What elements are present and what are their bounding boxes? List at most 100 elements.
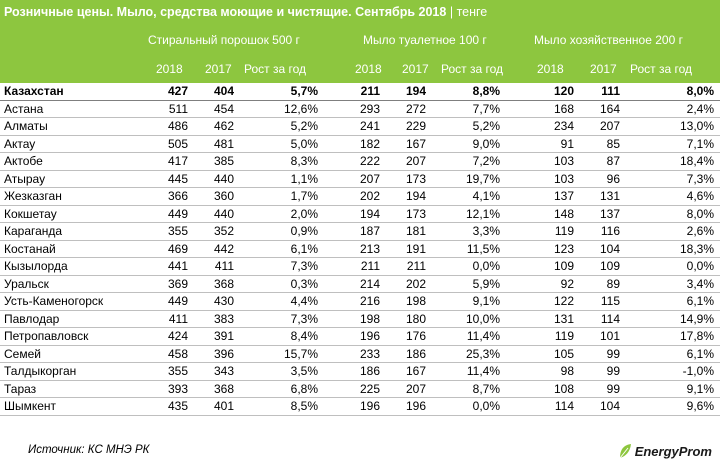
growth-cell: 0,0% (432, 257, 506, 276)
city-name: Семей (0, 345, 146, 363)
price-cell: 181 (386, 222, 432, 241)
subheader-2017: 2017 (205, 62, 232, 76)
price-cell: 385 (194, 152, 240, 171)
price-cell: 98 (506, 362, 580, 381)
price-cell: 89 (580, 275, 626, 293)
city-name: Усть-Каменогорск (0, 292, 146, 311)
subheader-2018: 2018 (537, 62, 564, 76)
price-cell: 211 (386, 257, 432, 276)
price-cell: 233 (324, 345, 386, 363)
price-cell: 411 (194, 257, 240, 276)
price-cell: 186 (324, 362, 386, 381)
price-cell: 366 (146, 187, 194, 206)
price-cell: 435 (146, 397, 194, 416)
table-title: Розничные цены. Мыло, средства моющие и … (4, 5, 447, 19)
city-name: Атырау (0, 170, 146, 188)
table-row: Алматы 486 462 5,2% 241 229 5,2% 234 207 13,0% (0, 117, 720, 136)
price-cell: 191 (386, 240, 432, 258)
table-row: Семей 458 396 15,7% 233 186 25,3% 105 99 6,1% (0, 345, 720, 363)
city-name: Тараз (0, 380, 146, 398)
city-name: Актау (0, 135, 146, 153)
price-cell: 99 (580, 362, 626, 381)
growth-cell: 4,4% (240, 292, 324, 311)
table-row: Павлодар 411 383 7,3% 198 180 10,0% 131 114 14,9% (0, 310, 720, 328)
growth-cell: 8,5% (240, 397, 324, 416)
growth-cell: 25,3% (432, 345, 506, 363)
price-cell: 194 (386, 187, 432, 206)
price-cell: 430 (194, 292, 240, 311)
price-cell: 391 (194, 327, 240, 346)
price-cell: 440 (194, 170, 240, 188)
price-cell: 196 (324, 327, 386, 346)
price-cell: 234 (506, 117, 580, 136)
growth-cell: 6,1% (626, 345, 720, 363)
table-row-total: Казахстан 427 404 5,7% 211 194 8,8% 120 111 8,0% (0, 83, 720, 101)
price-cell: 104 (580, 397, 626, 416)
price-cell: 229 (386, 117, 432, 136)
city-name: Астана (0, 100, 146, 118)
growth-cell: 2,6% (626, 222, 720, 241)
growth-cell: 18,3% (626, 240, 720, 258)
price-cell: 105 (506, 345, 580, 363)
price-cell: 427 (146, 83, 194, 101)
growth-cell: 17,8% (626, 327, 720, 346)
table-row: Астана 511 454 12,6% 293 272 7,7% 168 164 2,4% (0, 100, 720, 118)
title-separator: | (449, 5, 454, 19)
price-cell: 111 (580, 83, 626, 101)
price-cell: 207 (386, 380, 432, 398)
price-cell: 116 (580, 222, 626, 241)
table-row: Актау 505 481 5,0% 182 167 9,0% 91 85 7,1% (0, 135, 720, 153)
price-cell: 411 (146, 310, 194, 328)
growth-cell: 8,3% (240, 152, 324, 171)
growth-cell: 18,4% (626, 152, 720, 171)
price-cell: 417 (146, 152, 194, 171)
growth-cell: 8,4% (240, 327, 324, 346)
growth-cell: 0,0% (626, 257, 720, 276)
growth-cell: 8,0% (626, 83, 720, 101)
growth-cell: 4,1% (432, 187, 506, 206)
table-row: Жезказган 366 360 1,7% 202 194 4,1% 137 131 4,6% (0, 187, 720, 206)
city-name: Петропавловск (0, 327, 146, 346)
growth-cell: 19,7% (432, 170, 506, 188)
price-cell: 272 (386, 100, 432, 118)
growth-cell: 5,9% (432, 275, 506, 293)
growth-cell: 8,0% (626, 205, 720, 223)
growth-cell: 3,3% (432, 222, 506, 241)
price-cell: 222 (324, 152, 386, 171)
price-cell: 176 (386, 327, 432, 346)
price-cell: 96 (580, 170, 626, 188)
city-name: Кокшетау (0, 205, 146, 223)
table-row: Атырау 445 440 1,1% 207 173 19,7% 103 96 7,3% (0, 170, 720, 188)
price-cell: 187 (324, 222, 386, 241)
price-cell: 469 (146, 240, 194, 258)
growth-cell: 13,0% (626, 117, 720, 136)
growth-cell: 8,8% (432, 83, 506, 101)
source-note: Источник: КС МНЭ РК (28, 444, 150, 456)
growth-cell: 10,0% (432, 310, 506, 328)
subheader-2017: 2017 (402, 62, 429, 76)
table-row: Уральск 369 368 0,3% 214 202 5,9% 92 89 3,4% (0, 275, 720, 293)
table-row: Шымкент 435 401 8,5% 196 196 0,0% 114 104 9,6% (0, 397, 720, 416)
price-cell: 486 (146, 117, 194, 136)
price-cell: 216 (324, 292, 386, 311)
price-cell: 449 (146, 205, 194, 223)
growth-cell: 3,4% (626, 275, 720, 293)
price-cell: 207 (580, 117, 626, 136)
price-cell: 393 (146, 380, 194, 398)
price-cell: 120 (506, 83, 580, 101)
city-name: Талдыкорган (0, 362, 146, 381)
price-cell: 109 (506, 257, 580, 276)
price-cell: 404 (194, 83, 240, 101)
group-header-laundry-soap: Мыло хозяйственное 200 г (534, 33, 683, 47)
growth-cell: 15,7% (240, 345, 324, 363)
table-row: Кызылорда 441 411 7,3% 211 211 0,0% 109 109 0,0% (0, 257, 720, 276)
subheader-growth: Рост за год (630, 62, 693, 76)
growth-cell: 7,3% (626, 170, 720, 188)
price-cell: 369 (146, 275, 194, 293)
price-cell: 458 (146, 345, 194, 363)
table-row: Кокшетау 449 440 2,0% 194 173 12,1% 148 137 8,0% (0, 205, 720, 223)
price-cell: 202 (386, 275, 432, 293)
price-cell: 85 (580, 135, 626, 153)
growth-cell: 5,7% (240, 83, 324, 101)
subheader-2017: 2017 (590, 62, 617, 76)
